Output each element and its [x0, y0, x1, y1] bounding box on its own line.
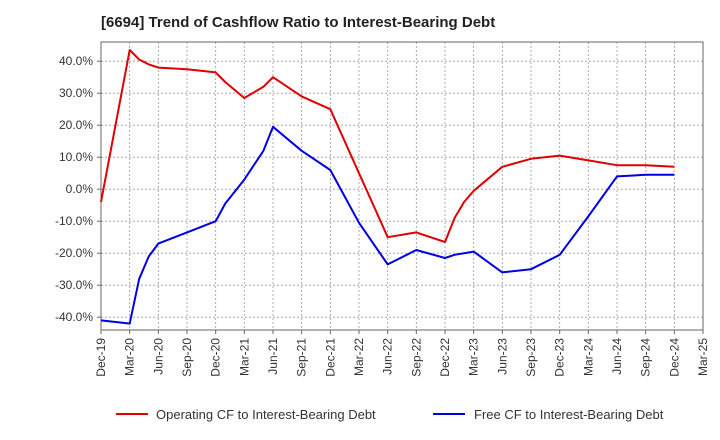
y-tick-label: -30.0%: [55, 278, 93, 292]
x-tick-label: Dec-23: [553, 338, 567, 377]
axes: Dec-19 Mar-20 Jun-20 Sep-20 Dec-20 Mar-21 Jun-…: [55, 41, 710, 377]
legend: Operating CF to Interest-Bearing Debt Fre…: [116, 407, 664, 422]
x-tick-label: Sep-20: [180, 338, 194, 377]
x-tick-label: Jun-21: [266, 338, 280, 375]
x-tick-label: Mar-20: [123, 338, 137, 376]
y-tick-label: 20.0%: [59, 118, 93, 132]
chart-title: [6694] Trend of Cashflow Ratio to Intere…: [101, 14, 496, 31]
x-tick-label: Mar-25: [696, 338, 710, 376]
x-tick-label: Dec-19: [94, 338, 108, 377]
x-tick-label: Dec-20: [209, 338, 223, 377]
x-tick-label: Mar-24: [581, 338, 595, 376]
y-tick-label: -40.0%: [55, 310, 93, 324]
y-tick-label: -10.0%: [55, 214, 93, 228]
x-tick-label: Jun-20: [151, 338, 165, 375]
grid: [100, 42, 704, 330]
x-tick-label: Sep-22: [409, 338, 423, 377]
x-tick-label: Mar-21: [237, 338, 251, 376]
x-tick-label: Jun-22: [381, 338, 395, 375]
x-tick-label: Dec-24: [667, 338, 681, 377]
x-tick-label: Jun-24: [610, 338, 624, 375]
legend-label-2: Free CF to Interest-Bearing Debt: [474, 407, 664, 422]
x-tick-label: Dec-21: [323, 338, 337, 377]
series-lines: [100, 49, 675, 325]
x-tick-label: Sep-21: [295, 338, 309, 377]
x-tick-label: Mar-23: [467, 338, 481, 376]
y-tick-label: 10.0%: [59, 150, 93, 164]
y-tick-label: -20.0%: [55, 246, 93, 260]
x-tick-label: Sep-23: [524, 338, 538, 377]
y-tick-label: 30.0%: [59, 86, 93, 100]
plot-frame: [100, 41, 704, 331]
x-tick-label: Jun-23: [495, 338, 509, 375]
y-tick-label: 40.0%: [59, 54, 93, 68]
x-tick-label: Sep-24: [639, 338, 653, 377]
legend-label-1: Operating CF to Interest-Bearing Debt: [156, 407, 376, 422]
series-line-1: [100, 49, 675, 243]
y-tick-label: 0.0%: [66, 182, 94, 196]
x-tick-label: Dec-22: [438, 338, 452, 377]
series-line-2: [100, 125, 675, 325]
x-tick-label: Mar-22: [352, 338, 366, 376]
